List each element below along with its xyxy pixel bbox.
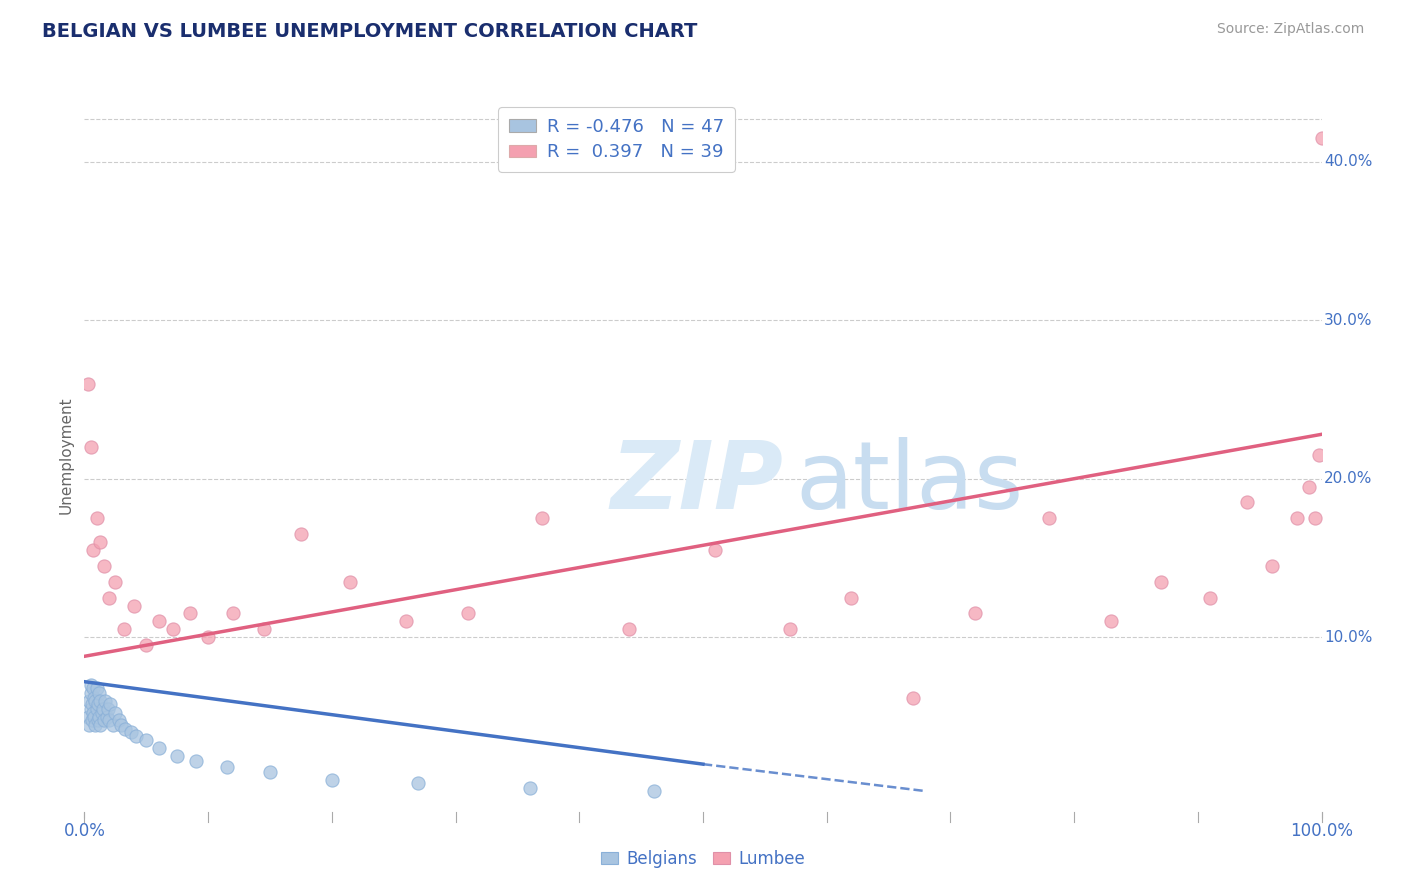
Point bbox=[704, 543, 727, 558]
Point bbox=[779, 623, 801, 637]
Text: 30.0%: 30.0% bbox=[1324, 312, 1372, 327]
Point bbox=[97, 701, 120, 715]
Point bbox=[90, 706, 112, 721]
Text: 20.0%: 20.0% bbox=[1324, 471, 1372, 486]
Point bbox=[98, 697, 121, 711]
Text: 40.0%: 40.0% bbox=[1324, 154, 1372, 169]
Point bbox=[321, 772, 343, 787]
Point bbox=[617, 623, 640, 637]
Point bbox=[84, 717, 107, 731]
Point bbox=[82, 706, 104, 721]
Point bbox=[148, 741, 170, 756]
Point bbox=[197, 630, 219, 644]
Point bbox=[104, 574, 127, 589]
Point bbox=[108, 713, 131, 727]
Point bbox=[82, 681, 104, 695]
Point bbox=[1099, 615, 1122, 629]
Point bbox=[79, 440, 101, 454]
Point bbox=[79, 717, 101, 731]
Point bbox=[89, 717, 111, 731]
Point bbox=[1261, 558, 1284, 573]
Point bbox=[215, 760, 238, 774]
Point bbox=[91, 701, 114, 715]
Point bbox=[531, 511, 554, 525]
Point bbox=[94, 694, 117, 708]
Point bbox=[84, 694, 107, 708]
Point bbox=[104, 706, 127, 721]
Point bbox=[135, 733, 157, 747]
Point bbox=[125, 729, 148, 743]
Text: Source: ZipAtlas.com: Source: ZipAtlas.com bbox=[1216, 22, 1364, 37]
Point bbox=[965, 607, 987, 621]
Point bbox=[79, 701, 101, 715]
Point bbox=[339, 574, 361, 589]
Point bbox=[98, 591, 121, 605]
Point bbox=[179, 607, 201, 621]
Point bbox=[86, 681, 108, 695]
Point bbox=[86, 701, 108, 715]
Point bbox=[89, 694, 111, 708]
Point bbox=[87, 713, 110, 727]
Point bbox=[77, 709, 100, 723]
Point bbox=[79, 694, 101, 708]
Text: BELGIAN VS LUMBEE UNEMPLOYMENT CORRELATION CHART: BELGIAN VS LUMBEE UNEMPLOYMENT CORRELATI… bbox=[42, 22, 697, 41]
Point bbox=[83, 690, 105, 705]
Point bbox=[1150, 574, 1173, 589]
Point bbox=[1305, 511, 1327, 525]
Point bbox=[114, 723, 136, 737]
Point bbox=[259, 765, 281, 780]
Point bbox=[1236, 495, 1258, 509]
Point bbox=[93, 713, 115, 727]
Point bbox=[166, 749, 188, 764]
Point bbox=[77, 376, 100, 391]
Point bbox=[253, 623, 276, 637]
Point bbox=[83, 709, 105, 723]
Point bbox=[1298, 480, 1320, 494]
Point bbox=[122, 599, 145, 613]
Legend: Belgians, Lumbee: Belgians, Lumbee bbox=[595, 844, 811, 875]
Point bbox=[79, 678, 101, 692]
Point bbox=[1038, 511, 1060, 525]
Point bbox=[841, 591, 863, 605]
Point bbox=[86, 511, 108, 525]
Point bbox=[1310, 130, 1333, 145]
Point bbox=[96, 709, 118, 723]
Point bbox=[89, 709, 111, 723]
Point bbox=[395, 615, 418, 629]
Point bbox=[148, 615, 170, 629]
Point bbox=[222, 607, 245, 621]
Point bbox=[120, 725, 142, 739]
Point bbox=[80, 713, 103, 727]
Point bbox=[89, 686, 111, 700]
Text: ZIP: ZIP bbox=[610, 437, 783, 530]
Point bbox=[101, 717, 124, 731]
Point bbox=[408, 776, 430, 790]
Point bbox=[82, 543, 104, 558]
Point bbox=[457, 607, 479, 621]
Point bbox=[79, 686, 101, 700]
Point bbox=[87, 697, 110, 711]
Text: atlas: atlas bbox=[796, 437, 1024, 530]
Point bbox=[80, 697, 103, 711]
Point bbox=[184, 754, 207, 768]
Point bbox=[643, 784, 665, 798]
Point bbox=[290, 527, 312, 541]
Point bbox=[93, 558, 115, 573]
Point bbox=[98, 713, 121, 727]
Point bbox=[162, 623, 184, 637]
Y-axis label: Unemployment: Unemployment bbox=[58, 396, 73, 514]
Point bbox=[135, 638, 157, 652]
Point bbox=[1199, 591, 1222, 605]
Point bbox=[112, 623, 135, 637]
Point bbox=[110, 717, 132, 731]
Point bbox=[903, 690, 925, 705]
Point bbox=[1285, 511, 1308, 525]
Text: 10.0%: 10.0% bbox=[1324, 630, 1372, 645]
Point bbox=[519, 780, 541, 795]
Point bbox=[89, 535, 111, 549]
Point bbox=[1308, 448, 1330, 462]
